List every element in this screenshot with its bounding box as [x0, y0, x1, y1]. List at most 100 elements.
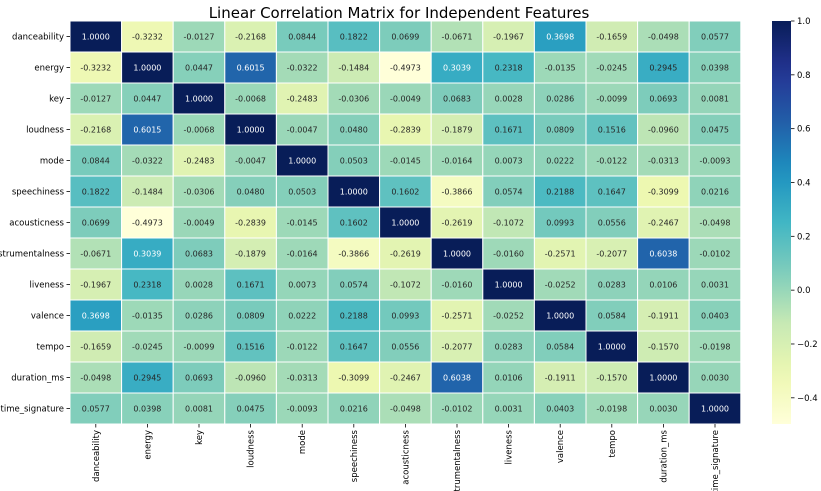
cell-value-label: 0.2945	[133, 374, 161, 383]
row-label: valence	[31, 312, 64, 322]
column-label: speechiness	[350, 429, 360, 482]
heatmap-cell	[482, 330, 535, 363]
cell-value-label: 0.1647	[340, 343, 368, 352]
heatmap-cell	[275, 206, 329, 239]
heatmap-cell	[637, 361, 690, 394]
cell-value-label: 0.0031	[495, 405, 523, 414]
heatmap-cell	[637, 113, 690, 146]
cell-value-label: -0.0145	[287, 219, 318, 228]
cell-value-label: 1.0000	[443, 250, 471, 259]
cell-value-label: 0.1647	[598, 188, 626, 197]
heatmap-cell	[275, 361, 329, 394]
heatmap-cell	[379, 361, 432, 394]
heatmap-cell	[275, 82, 329, 115]
heatmap-cell	[224, 268, 277, 301]
cell-value-label: -0.0093	[700, 157, 731, 166]
heatmap-cell	[482, 51, 535, 84]
cell-value-label: 0.2318	[133, 281, 161, 290]
heatmap-cell	[224, 392, 277, 425]
row-label: tempo	[37, 343, 64, 353]
column-label: key	[195, 430, 205, 445]
cell-value-label: -0.0099	[184, 343, 215, 352]
cell-value-label: 0.6015	[133, 126, 161, 135]
heatmap-cell	[533, 392, 587, 425]
cell-value-label: 1.0000	[133, 64, 161, 73]
heatmap-cell	[327, 113, 381, 146]
heatmap-cell	[327, 51, 381, 84]
heatmap-cell	[637, 20, 690, 53]
colorbar-tick-label: 0.8	[797, 71, 811, 81]
heatmap-cell	[224, 51, 277, 84]
cell-value-label: 0.0993	[546, 219, 574, 228]
cell-value-label: 0.0222	[288, 312, 316, 321]
cell-value-label: 0.0398	[701, 64, 729, 73]
cell-value-label: -0.0047	[235, 157, 266, 166]
heatmap-cell	[637, 237, 690, 270]
heatmap-cell	[637, 144, 690, 177]
cell-value-label: 0.0286	[546, 95, 574, 104]
heatmap-cell	[224, 330, 277, 363]
cell-value-label: -0.2571	[442, 312, 473, 321]
cell-value-label: -0.2077	[596, 250, 627, 259]
cell-value-label: 0.2188	[546, 188, 574, 197]
row-label: energy	[34, 64, 64, 74]
heatmap-cell	[121, 82, 174, 115]
cell-value-label: 0.0683	[185, 250, 213, 259]
cell-value-label: -0.0127	[80, 95, 111, 104]
heatmap-cell	[688, 144, 742, 177]
heatmap-cell	[533, 206, 587, 239]
cell-value-label: -0.0498	[80, 374, 111, 383]
cell-value-label: -0.0093	[287, 405, 318, 414]
cell-value-label: 0.0283	[598, 281, 626, 290]
heatmap-cell	[585, 268, 639, 301]
cell-value-label: 0.2188	[340, 312, 368, 321]
cell-value-label: -0.2168	[235, 33, 266, 42]
cell-value-label: 0.0809	[546, 126, 574, 135]
heatmap-cell	[121, 175, 174, 208]
cell-value-label: 0.0683	[443, 95, 471, 104]
cell-value-label: 0.0447	[185, 64, 213, 73]
heatmap-cell	[224, 237, 277, 270]
heatmap-cell	[379, 144, 432, 177]
heatmap-cell	[172, 299, 226, 332]
heatmap-cell	[224, 175, 277, 208]
heatmap-cell	[688, 237, 742, 270]
cell-value-label: -0.0498	[648, 33, 679, 42]
cell-value-label: 0.0030	[701, 374, 729, 383]
heatmap-cell	[379, 113, 432, 146]
cell-value-label: -0.0068	[235, 95, 266, 104]
heatmap-cell	[585, 82, 639, 115]
cell-value-label: 0.0577	[701, 33, 729, 42]
heatmap-cell	[275, 299, 329, 332]
cell-value-label: 0.0809	[237, 312, 265, 321]
heatmap-cell	[69, 330, 123, 363]
heatmap-cell	[585, 113, 639, 146]
cell-value-label: 0.1602	[391, 188, 419, 197]
row-label: mode	[40, 157, 64, 167]
heatmap-cell	[172, 113, 226, 146]
cell-value-label: -0.1484	[132, 188, 163, 197]
heatmap-cell	[379, 175, 432, 208]
cell-value-label: -0.0960	[235, 374, 266, 383]
cell-value-label: -0.0160	[442, 281, 473, 290]
heatmap-cell	[121, 330, 174, 363]
cell-value-label: 0.6038	[443, 374, 471, 383]
cell-value-label: 0.0283	[495, 343, 523, 352]
heatmap-cell	[275, 175, 329, 208]
cell-value-label: -0.0252	[545, 281, 576, 290]
cell-value-label: 0.0030	[649, 405, 677, 414]
column-label: duration_ms	[659, 429, 669, 482]
cell-value-label: -0.0245	[132, 343, 163, 352]
heatmap-cell	[224, 144, 277, 177]
heatmap-cell	[275, 51, 329, 84]
cell-value-label: -0.2467	[648, 219, 679, 228]
cell-value-label: 0.0844	[82, 157, 110, 166]
cell-value-label: -0.3866	[442, 188, 473, 197]
cell-value-label: 1.0000	[340, 188, 368, 197]
cell-value-label: 0.0073	[495, 157, 523, 166]
cell-value-label: -0.2467	[390, 374, 421, 383]
colorbar-tick-label: 0.2	[797, 232, 811, 242]
column-label: acousticness	[401, 429, 411, 484]
column-label: loudness	[247, 429, 257, 467]
